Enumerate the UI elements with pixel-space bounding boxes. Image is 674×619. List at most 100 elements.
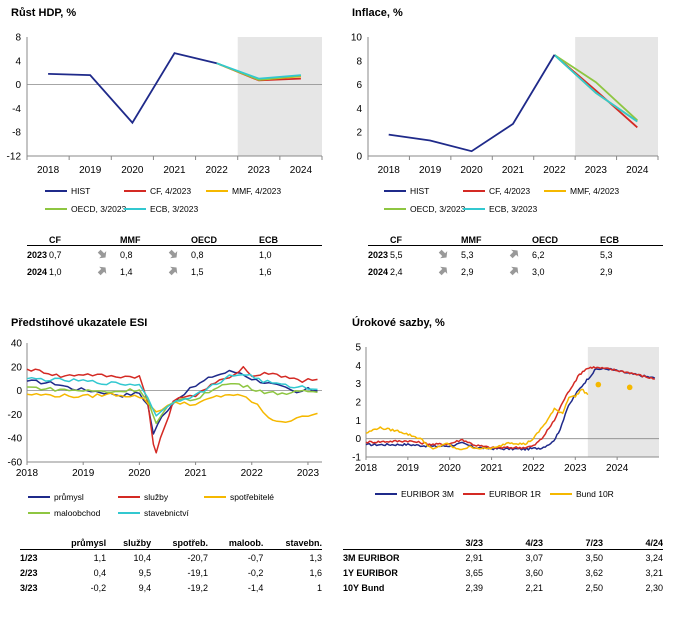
x-tick-label: 2022 [543, 165, 566, 176]
y-tick-label: 6 [356, 80, 362, 91]
sazby-cell: 3,50 [585, 552, 603, 563]
inflace-cell: 5,3 [600, 249, 613, 260]
x-tick-label: 2020 [439, 463, 462, 474]
y-tick-label: -1 [352, 453, 361, 464]
legend-item: EURIBOR 3M [375, 489, 454, 499]
legend-label: MMF, 4/2023 [232, 186, 282, 196]
hdp-row-year: 2023 [27, 249, 48, 260]
legend-label: MMF, 4/2023 [570, 186, 620, 196]
legend-swatch [124, 190, 146, 192]
legend-swatch [204, 496, 226, 498]
sazby-col: 7/23 [543, 537, 603, 550]
arrow-up-right-icon [167, 263, 191, 280]
sazby-col: 4/24 [603, 537, 663, 550]
x-tick-label: 2023 [585, 165, 608, 176]
y-tick-label: 4 [355, 361, 361, 372]
y-tick-label: -4 [12, 104, 21, 115]
legend-item: služby [118, 492, 168, 502]
y-tick-label: 40 [11, 339, 23, 350]
esi-col: maloob. [208, 537, 264, 550]
y-tick-label: 5 [355, 343, 361, 354]
legend-item: spotřebitelé [204, 492, 274, 502]
hdp-col-ecb: ECB [259, 234, 322, 246]
esi-cell: -20,7 [187, 552, 209, 563]
inflace-col-oecd: OECD [532, 234, 600, 246]
esi-cell: 1 [316, 582, 322, 593]
legend-swatch [28, 496, 50, 498]
y-tick-label: -20 [8, 410, 23, 421]
x-tick-label: 2018 [16, 468, 39, 479]
hdp-col-oecd: OECD [191, 234, 259, 246]
sazby-cell: 3,60 [525, 567, 543, 578]
esi-row-label: 3/23 [20, 582, 38, 593]
legend-label: průmysl [54, 492, 84, 502]
legend-swatch [118, 496, 140, 498]
series-line-euribor-1r [365, 366, 655, 450]
hdp-cell: 1,0 [259, 249, 272, 260]
inflace-cell: 2,9 [600, 266, 613, 277]
esi-col: stavebn. [263, 537, 322, 550]
legend-item: stavebnictví [118, 508, 189, 518]
esi-cell: 9,4 [138, 582, 152, 593]
y-tick-label: 20 [11, 362, 23, 373]
esi-row-label: 1/23 [20, 552, 38, 563]
legend-label: maloobchod [54, 508, 101, 518]
legend-swatch [375, 493, 397, 495]
hdp-cell: 1,0 [49, 266, 62, 277]
series-line-ecb [216, 62, 301, 80]
esi-cell: -0,2 [247, 567, 264, 578]
x-tick-label: 2019 [419, 165, 442, 176]
x-tick-label: 2023 [248, 165, 271, 176]
legend-swatch [384, 208, 406, 210]
x-tick-label: 2021 [184, 468, 207, 479]
legend-label: Bund 10R [576, 489, 614, 499]
legend-item: OECD, 3/2023 [45, 204, 126, 214]
esi-cell: -1,4 [247, 582, 264, 593]
esi-row-label: 2/23 [20, 567, 38, 578]
esi-cell: 9,5 [138, 567, 152, 578]
esi-cell: 0,4 [93, 567, 107, 578]
legend-label: OECD, 3/2023 [71, 204, 127, 214]
inflace-forecast-table: CF MMF OECD ECB 2023 5,5 5,3 6,2 5,3 202… [368, 234, 663, 280]
inflace-col-ecb: ECB [600, 234, 663, 246]
inflace-row-year: 2024 [368, 266, 389, 277]
legend-swatch [384, 190, 406, 192]
x-tick-label: 2024 [290, 165, 313, 176]
forecast-shading [587, 347, 659, 457]
y-tick-label: 10 [351, 33, 363, 44]
esi-cell: -19,2 [187, 582, 209, 593]
hdp-col-cf: CF [49, 234, 96, 246]
x-tick-label: 2023 [564, 463, 587, 474]
x-tick-label: 2018 [37, 165, 60, 176]
forecast-shading [575, 37, 658, 156]
hdp-chart: 8 4 0 -4 -8 -12 2018 2019 2020 2021 2022 2023 2024 [7, 33, 323, 176]
legend-label: spotřebitelé [230, 492, 274, 502]
hdp-cell: 1,5 [191, 266, 204, 277]
x-tick-label: 2022 [522, 463, 545, 474]
legend-item: OECD, 3/2023 [384, 204, 465, 214]
legend-label: OECD, 3/2023 [410, 204, 466, 214]
x-tick-label: 2018 [378, 165, 401, 176]
legend-swatch [463, 208, 485, 210]
legend-item: maloobchod [28, 508, 100, 518]
x-tick-label: 2019 [397, 463, 420, 474]
x-tick-label: 2022 [241, 468, 264, 479]
legend-label: EURIBOR 1R [489, 489, 541, 499]
inflace-title: Inflace, % [352, 7, 403, 19]
sazby-cell: 3,21 [645, 567, 663, 578]
y-tick-label: -8 [12, 128, 21, 139]
sazby-cell: 3,07 [525, 552, 543, 563]
legend-item: ECB, 3/2023 [124, 204, 198, 214]
arrow-down-right-icon [96, 246, 120, 264]
sazby-cell: 3,62 [585, 567, 603, 578]
inflace-cell: 5,3 [461, 249, 474, 260]
series-line-oecd [553, 54, 638, 121]
x-tick-label: 2021 [502, 165, 525, 176]
sazby-row-label: 1Y EURIBOR [343, 567, 398, 578]
esi-cell: -0,2 [90, 582, 107, 593]
series-line-služby [26, 365, 318, 454]
hdp-col-mmf: MMF [120, 234, 167, 246]
legend-label: služby [144, 492, 169, 502]
esi-col: průmysl [50, 537, 107, 550]
legend-item: EURIBOR 1R [463, 489, 541, 499]
